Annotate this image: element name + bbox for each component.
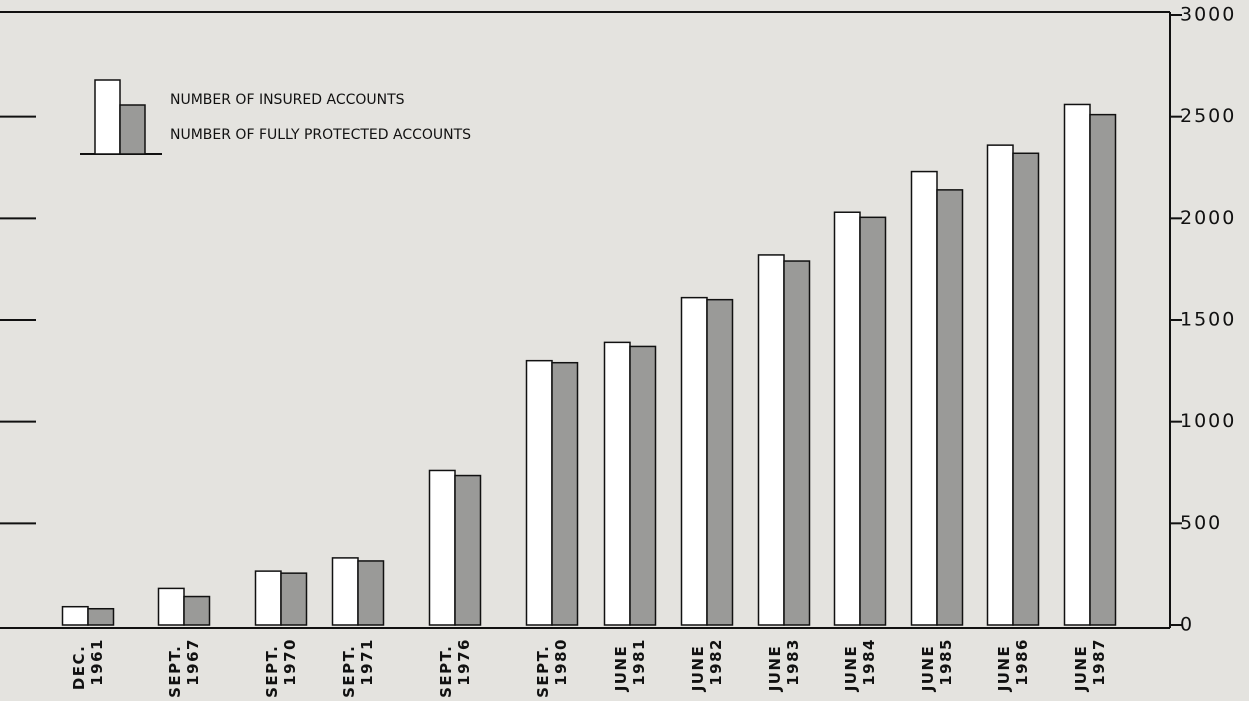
bar [680,296,708,626]
x-tick-label: JUNE 1981 [612,638,648,692]
x-tick-label: JUNE 1986 [995,638,1031,692]
bar [859,216,887,626]
x-tick-label: DEC. 1961 [70,638,106,690]
bar [706,298,734,626]
y-tick-label: 2500 [1180,105,1236,127]
bar [331,557,359,626]
y-tick-label: 1500 [1180,309,1236,331]
bar [357,560,385,626]
bar [986,144,1014,626]
x-tick-label: JUNE 1987 [1072,638,1108,692]
bar [428,469,456,626]
bar [1063,103,1091,626]
bar [1089,113,1117,626]
bar [910,170,938,626]
bar [629,345,657,626]
bar [1012,152,1040,626]
bar [551,361,579,626]
bar [757,254,785,626]
y-tick-label: 2000 [1180,207,1236,229]
legend-label: NUMBER OF INSURED ACCOUNTS [170,92,405,108]
bar [525,359,553,626]
x-tick-label: JUNE 1985 [919,638,955,692]
y-tick-label: 500 [1180,512,1222,534]
bar [603,341,631,626]
x-tick-label: SEPT. 1976 [437,638,473,698]
bar [87,607,115,626]
bar [183,595,211,626]
bar [280,572,308,626]
x-tick-label: SEPT. 1971 [340,638,376,698]
y-tick-label: 1000 [1180,410,1236,432]
bar [783,260,811,626]
legend: NUMBER OF INSURED ACCOUNTS NUMBER OF FULL… [80,79,471,155]
x-tick-label: SEPT. 1967 [166,638,202,698]
legend-label: NUMBER OF FULLY PROTECTED ACCOUNTS [170,127,471,143]
x-tick-label: SEPT. 1970 [263,638,299,698]
legend-swatch [119,104,146,155]
y-tick-label: 3000 [1180,4,1236,26]
x-tick-label: SEPT. 1980 [534,638,570,698]
bar [936,189,964,626]
bar [61,605,89,626]
x-tick-label: JUNE 1983 [766,638,802,692]
x-tick-label: JUNE 1982 [689,638,725,692]
bar [454,474,482,626]
legend-swatch [94,79,121,155]
bar [833,211,861,626]
bar [157,587,185,626]
x-tick-label: JUNE 1984 [842,638,878,692]
y-tick-label: 0 [1180,614,1194,636]
bar [254,570,282,626]
